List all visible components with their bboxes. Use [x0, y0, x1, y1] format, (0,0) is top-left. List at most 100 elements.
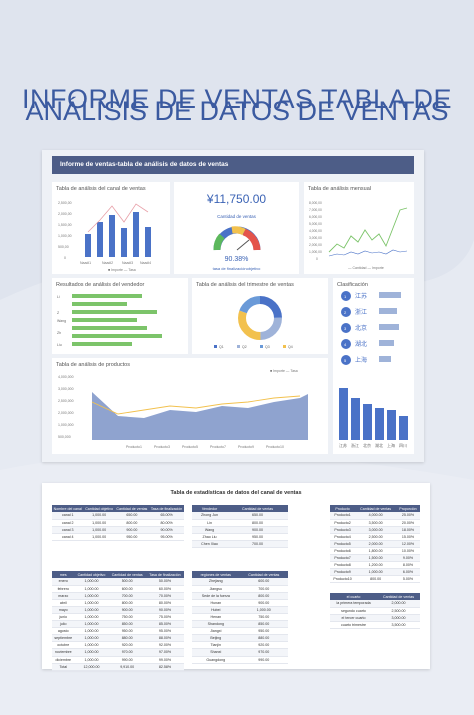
table-row: Shandong 850.00 — [192, 620, 288, 629]
product-panel: Tabla de análisis de productos 4,000,000… — [52, 358, 328, 454]
channel-panel: Tabla de análisis del canal de ventas 2,… — [52, 182, 170, 274]
kpi-amount: ¥11,750.00 — [206, 192, 267, 206]
table-row: octubre 1,000.00 920.00 92.00% — [52, 641, 184, 650]
svg-text:Producto3: Producto3 — [154, 445, 170, 449]
svg-text:Naadi2: Naadi2 — [102, 261, 113, 265]
table-row: Producto8 1,200.00 8.00% — [330, 561, 420, 570]
svg-text:1,000,00: 1,000,00 — [309, 250, 322, 254]
svg-text:湖北: 湖北 — [355, 340, 367, 348]
table-row: Producto5 2,000.00 12.00% — [330, 540, 420, 548]
table-row: Producto2 3,500.00 20.00% — [330, 519, 420, 527]
table-row: Wang 900.00 — [192, 526, 288, 534]
region-table: regiones de ventas Cantidad de ventas Zhe… — [192, 571, 288, 664]
svg-text:500,00: 500,00 — [58, 245, 69, 249]
table-row: Jiangxi 950.00 — [192, 627, 288, 636]
svg-text:Li: Li — [57, 295, 60, 299]
product-title: Tabla de análisis de productos — [56, 362, 130, 368]
svg-text:0: 0 — [64, 256, 66, 260]
table-row: junio 1,000.00 750.00 75.00% — [52, 613, 184, 622]
svg-text:上海: 上海 — [387, 442, 395, 448]
table-row: Zhejiang 600.00 — [192, 578, 288, 586]
svg-text:2: 2 — [344, 310, 347, 315]
svg-text:Liu: Liu — [57, 343, 62, 347]
svg-text:7,000,00: 7,000,00 — [309, 208, 322, 212]
monthly-title: Tabla de análisis mensual — [308, 186, 371, 192]
table-row: canal 2 1,000.00 800.00 80.00% — [52, 519, 184, 527]
month-table: mes Cantidad objetivo Cantidad de ventas Ta… — [52, 571, 184, 671]
dashboard-preview: Informe de ventas-tabla de análisis de d… — [42, 150, 424, 462]
svg-text:4: 4 — [344, 342, 347, 347]
table-row: Hubei 1,000.00 — [192, 606, 288, 614]
table-row: marzo 1,000.00 700.00 70.00% — [52, 592, 184, 600]
svg-text:Wang: Wang — [57, 319, 66, 323]
svg-text:1,500,00: 1,500,00 — [58, 223, 72, 227]
svg-text:江苏: 江苏 — [355, 292, 367, 300]
svg-text:Producto5: Producto5 — [182, 445, 198, 449]
svg-text:4,000,00: 4,000,00 — [309, 229, 322, 233]
svg-text:Q4: Q4 — [288, 345, 293, 349]
table-row: diciembre 1,000.00 990.00 99.00% — [52, 656, 184, 664]
table-row: Zhong Jun 650.00 — [192, 512, 288, 520]
svg-text:8,000,00: 8,000,00 — [309, 201, 322, 205]
monthly-chart: 8,000,00 7,000,00 6,000,00 5,000,00 4,000,0… — [309, 201, 408, 270]
svg-text:Zh: Zh — [57, 331, 61, 335]
table-row: Hunan 900.00 — [192, 599, 288, 607]
table-row: canal 3 1,000.00 900.00 90.00% — [52, 526, 184, 534]
svg-text:Q2: Q2 — [242, 345, 247, 349]
svg-text:上海: 上海 — [355, 356, 367, 364]
table-row: Sede de la fuerza 800.00 — [192, 592, 288, 600]
svg-text:4,000,000: 4,000,000 — [58, 375, 74, 379]
channel-title: Tabla de análisis del canal de ventas — [56, 186, 146, 192]
table-row: Zhao Liu 950.00 — [192, 533, 288, 541]
svg-text:2,000,000: 2,000,000 — [58, 411, 74, 415]
table-row: Chen Xiao 700.00 — [192, 540, 288, 548]
svg-text:3,000,000: 3,000,000 — [58, 387, 74, 391]
table-row: Tianjin 920.00 — [192, 641, 288, 650]
svg-text:■ Importe — Tasa: ■ Importe — Tasa — [108, 268, 136, 272]
quarter-table: el cuarto Cantidad de ventas la primera t… — [330, 593, 420, 629]
svg-text:1: 1 — [344, 294, 347, 299]
table-row: Shanxi 970.00 — [192, 648, 288, 657]
svg-text:2,000,00: 2,000,00 — [58, 212, 72, 216]
channel-ytick: 2,500,00 — [58, 201, 72, 205]
svg-text:1,000,00: 1,000,00 — [58, 234, 72, 238]
table-row: enero 1,000.00 500.00 50.00% — [52, 578, 184, 586]
table-row: segundo cuarto 2,500.00 — [330, 607, 420, 615]
svg-text:Producto9: Producto9 — [238, 445, 254, 449]
table-row: Producto6 1,800.00 10.00% — [330, 547, 420, 556]
table-row: canal 4 1,000.00 950.00 95.00% — [52, 533, 184, 541]
svg-text:湖北: 湖北 — [375, 442, 383, 448]
kpi-label: Cantidad de ventas — [217, 214, 256, 219]
table-row: Guangdong 990.00 — [192, 656, 288, 664]
table-row: la primera temporada 2,000.00 — [330, 600, 420, 608]
svg-text:Q3: Q3 — [265, 345, 270, 349]
svg-text:四川: 四川 — [399, 443, 407, 448]
svg-text:Q1: Q1 — [219, 345, 224, 349]
svg-text:Producto7: Producto7 — [210, 445, 226, 449]
table-row: canal 1 1,000.00 650.00 65.00% — [52, 512, 184, 520]
quarter-donut: Q1 Q2 Q3 Q4 — [214, 296, 293, 349]
table-row: Henan 750.00 — [192, 613, 288, 622]
data-sheet-preview: Tabla de estadísticas de datos del canal… — [42, 483, 430, 671]
table-row: Producto10 800.00 5.00% — [330, 575, 420, 584]
kpi-panel: ¥11,750.00 Cantidad de ventas 90.38% tas… — [174, 182, 299, 274]
title-line-2: ANÁLISIS DE DATOS DE VENTAS — [25, 96, 449, 126]
channel-chart: 2,500,00 2,000,00 1,500,00 1,000,00 500,… — [58, 201, 151, 272]
sheet-title: Tabla de estadísticas de datos del canal… — [170, 490, 302, 496]
table-row: el tercer cuarto 3,000.00 — [330, 614, 420, 622]
kpi-percent: 90.38% — [224, 256, 249, 263]
title-line-1: INFORME DE VENTAS TABLA DE — [21, 84, 453, 114]
svg-text:北京: 北京 — [355, 324, 367, 332]
svg-text:6,000,00: 6,000,00 — [309, 215, 322, 219]
svg-text:浙江: 浙江 — [351, 442, 359, 448]
table-row: abril 1,000.00 800.00 80.00% — [52, 599, 184, 607]
svg-text:500,000: 500,000 — [58, 435, 71, 439]
svg-text:Z: Z — [57, 311, 60, 315]
table-row: septiembre 1,000.00 880.00 88.00% — [52, 634, 184, 643]
svg-text:江苏: 江苏 — [339, 442, 347, 448]
kpi-gauge — [213, 226, 261, 251]
svg-text:2,000,00: 2,000,00 — [309, 243, 322, 247]
table-row: agosto 1,000.00 950.00 95.00% — [52, 627, 184, 636]
